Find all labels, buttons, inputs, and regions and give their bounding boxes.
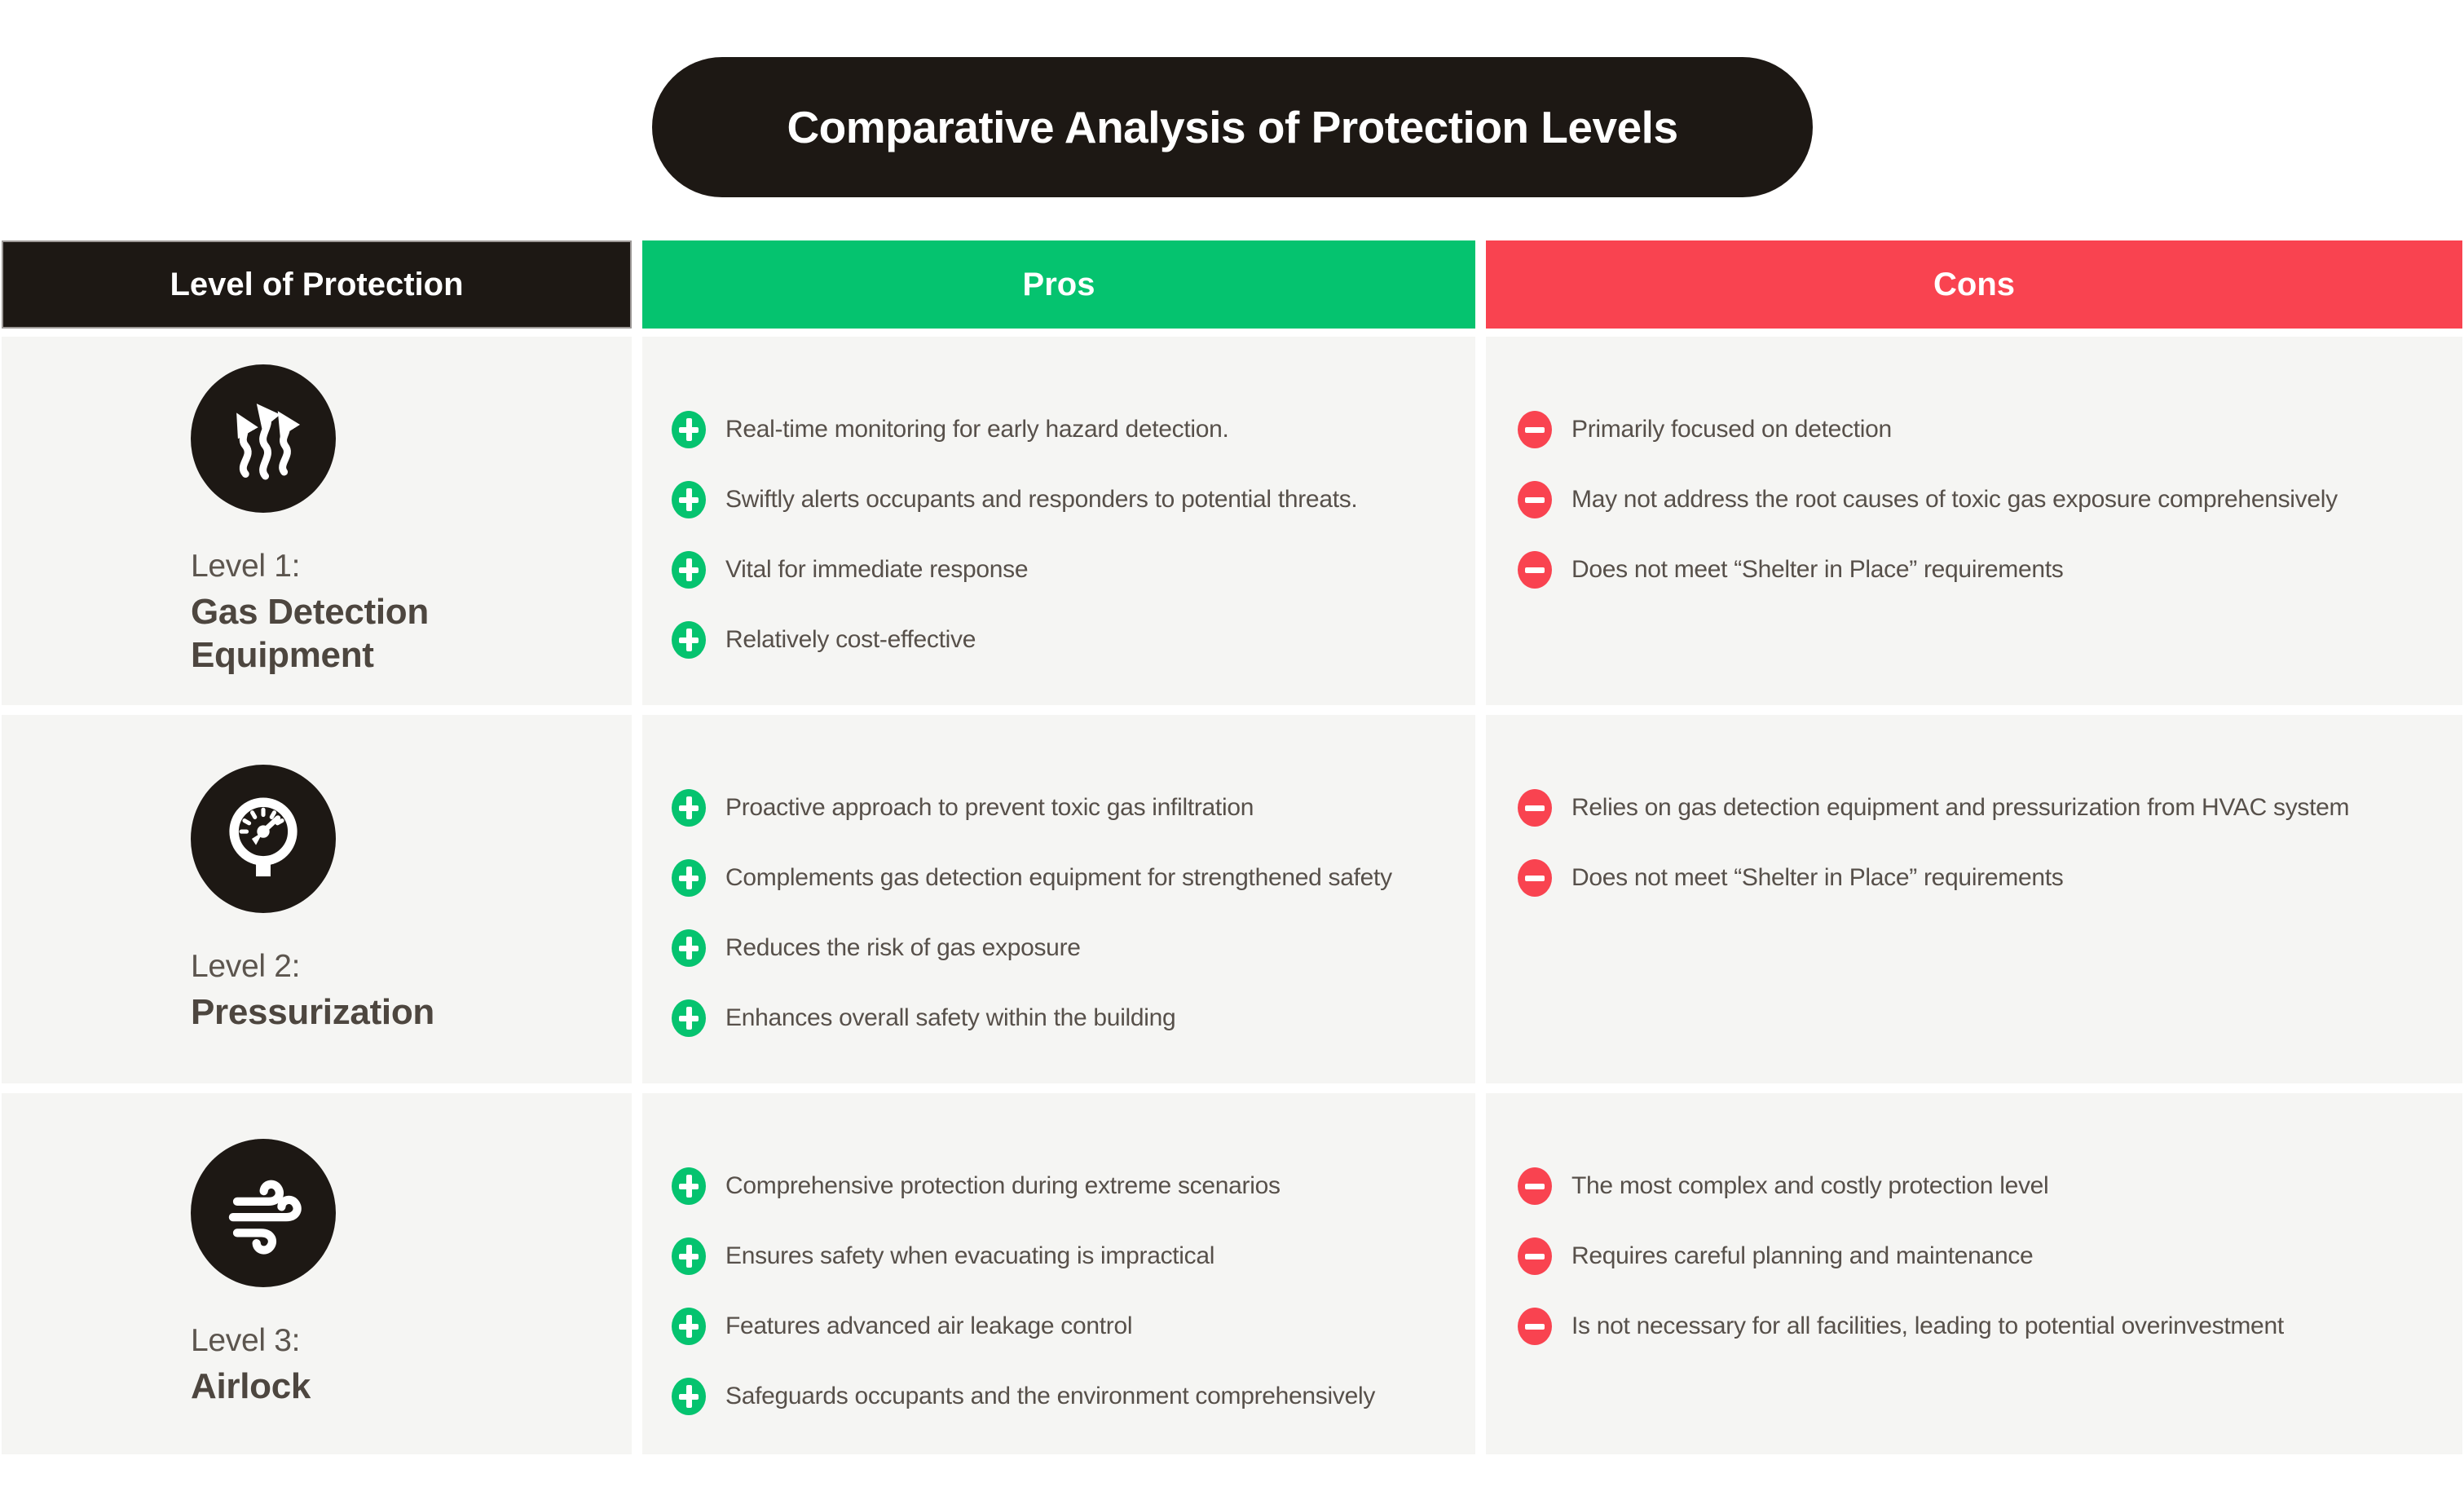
- cons-item-text: Does not meet “Shelter in Place” require…: [1571, 556, 2064, 583]
- plus-icon: [672, 1167, 706, 1205]
- gas-detection-icon: [191, 364, 336, 514]
- plus-icon: [672, 411, 706, 448]
- table-body: Level 1: Gas Detection Equipment Real-ti…: [2, 337, 2462, 1454]
- plus-icon: [672, 929, 706, 967]
- level-cell: Level 3: Airlock: [2, 1093, 632, 1454]
- pros-item: Swiftly alerts occupants and responders …: [672, 481, 1462, 518]
- pros-list: Proactive approach to prevent toxic gas …: [672, 789, 1462, 1037]
- pros-item-text: Complements gas detection equipment for …: [725, 864, 1392, 891]
- header-pros: Pros: [642, 240, 1475, 329]
- pros-item: Real-time monitoring for early hazard de…: [672, 411, 1462, 448]
- cons-item: Primarily focused on detection: [1518, 411, 2449, 448]
- plus-icon: [672, 789, 706, 827]
- level-name: Pressurization: [191, 991, 435, 1032]
- cons-item-text: Relies on gas detection equipment and pr…: [1571, 794, 2350, 821]
- plus-icon: [672, 859, 706, 897]
- level-prefix: Level 1:: [191, 549, 301, 584]
- pros-item: Ensures safety when evacuating is imprac…: [672, 1237, 1462, 1275]
- pros-cell: Proactive approach to prevent toxic gas …: [642, 715, 1475, 1083]
- pros-item-text: Proactive approach to prevent toxic gas …: [725, 794, 1254, 821]
- cons-item-text: The most complex and costly protection l…: [1571, 1172, 2049, 1199]
- cons-item: May not address the root causes of toxic…: [1518, 481, 2449, 518]
- pros-item: Relatively cost-effective: [672, 621, 1462, 659]
- pros-item: Features advanced air leakage control: [672, 1308, 1462, 1345]
- comparison-table: Level of Protection Pros Cons Level 1: G…: [2, 240, 2462, 1454]
- cons-item-text: Requires careful planning and maintenanc…: [1571, 1242, 2034, 1269]
- pros-item-text: Relatively cost-effective: [725, 626, 976, 653]
- page-title: Comparative Analysis of Protection Level…: [787, 102, 1678, 152]
- cons-item: Relies on gas detection equipment and pr…: [1518, 789, 2449, 827]
- plus-icon: [672, 481, 706, 518]
- pros-item-text: Safeguards occupants and the environment…: [725, 1383, 1376, 1409]
- pros-item: Proactive approach to prevent toxic gas …: [672, 789, 1462, 827]
- level-name: Airlock: [191, 1366, 311, 1407]
- pros-item-text: Enhances overall safety within the build…: [725, 1004, 1176, 1031]
- plus-icon: [672, 1237, 706, 1275]
- cons-item: Requires careful planning and maintenanc…: [1518, 1237, 2449, 1275]
- page-title-pill: Comparative Analysis of Protection Level…: [652, 57, 1813, 197]
- minus-icon: [1518, 859, 1552, 897]
- level-name: Gas Detection Equipment: [191, 592, 429, 675]
- level-prefix: Level 2:: [191, 948, 301, 984]
- pros-item: Complements gas detection equipment for …: [672, 859, 1462, 897]
- pros-cell: Comprehensive protection during extreme …: [642, 1093, 1475, 1454]
- plus-icon: [672, 1378, 706, 1415]
- table-row: Level 2: Pressurization Proactive approa…: [2, 715, 2462, 1083]
- cons-cell: Relies on gas detection equipment and pr…: [1486, 715, 2462, 1083]
- pros-item-text: Features advanced air leakage control: [725, 1312, 1133, 1339]
- minus-icon: [1518, 411, 1552, 448]
- minus-icon: [1518, 1308, 1552, 1345]
- pros-item-text: Vital for immediate response: [725, 556, 1029, 583]
- cons-item-text: Is not necessary for all facilities, lea…: [1571, 1312, 2284, 1339]
- minus-icon: [1518, 789, 1552, 827]
- cons-item: The most complex and costly protection l…: [1518, 1167, 2449, 1205]
- pros-item: Reduces the risk of gas exposure: [672, 929, 1462, 967]
- minus-icon: [1518, 1167, 1552, 1205]
- pros-item-text: Comprehensive protection during extreme …: [725, 1172, 1280, 1199]
- pros-list: Real-time monitoring for early hazard de…: [672, 411, 1462, 659]
- plus-icon: [672, 999, 706, 1037]
- header-level-of-protection: Level of Protection: [2, 240, 632, 329]
- table-row: Level 3: Airlock Comprehensive protectio…: [2, 1093, 2462, 1454]
- minus-icon: [1518, 551, 1552, 589]
- cons-item-text: May not address the root causes of toxic…: [1571, 486, 2338, 513]
- cons-item: Does not meet “Shelter in Place” require…: [1518, 859, 2449, 897]
- pros-item-text: Swiftly alerts occupants and responders …: [725, 486, 1358, 513]
- pros-item-text: Real-time monitoring for early hazard de…: [725, 416, 1229, 443]
- cons-cell: Primarily focused on detection May not ad…: [1486, 337, 2462, 705]
- table-header-row: Level of Protection Pros Cons: [2, 240, 2462, 329]
- level-cell: Level 1: Gas Detection Equipment: [2, 337, 632, 705]
- cons-list: Primarily focused on detection May not ad…: [1518, 411, 2449, 589]
- pros-item: Enhances overall safety within the build…: [672, 999, 1462, 1037]
- plus-icon: [672, 1308, 706, 1345]
- header-cons: Cons: [1486, 240, 2462, 329]
- pros-cell: Real-time monitoring for early hazard de…: [642, 337, 1475, 705]
- table-row: Level 1: Gas Detection Equipment Real-ti…: [2, 337, 2462, 705]
- wind-airlock-icon: [191, 1139, 336, 1288]
- pros-item-text: Reduces the risk of gas exposure: [725, 934, 1081, 961]
- cons-item: Does not meet “Shelter in Place” require…: [1518, 551, 2449, 589]
- pros-item: Safeguards occupants and the environment…: [672, 1378, 1462, 1415]
- minus-icon: [1518, 481, 1552, 518]
- minus-icon: [1518, 1237, 1552, 1275]
- pros-list: Comprehensive protection during extreme …: [672, 1167, 1462, 1415]
- cons-list: Relies on gas detection equipment and pr…: [1518, 789, 2449, 897]
- plus-icon: [672, 551, 706, 589]
- cons-item-text: Does not meet “Shelter in Place” require…: [1571, 864, 2064, 891]
- plus-icon: [672, 621, 706, 659]
- pros-item: Comprehensive protection during extreme …: [672, 1167, 1462, 1205]
- cons-item-text: Primarily focused on detection: [1571, 416, 1892, 443]
- level-prefix: Level 3:: [191, 1323, 301, 1359]
- pros-item-text: Ensures safety when evacuating is imprac…: [725, 1242, 1215, 1269]
- level-cell: Level 2: Pressurization: [2, 715, 632, 1083]
- cons-list: The most complex and costly protection l…: [1518, 1167, 2449, 1345]
- cons-cell: The most complex and costly protection l…: [1486, 1093, 2462, 1454]
- pros-item: Vital for immediate response: [672, 551, 1462, 589]
- cons-item: Is not necessary for all facilities, lea…: [1518, 1308, 2449, 1345]
- pressure-gauge-icon: [191, 764, 336, 913]
